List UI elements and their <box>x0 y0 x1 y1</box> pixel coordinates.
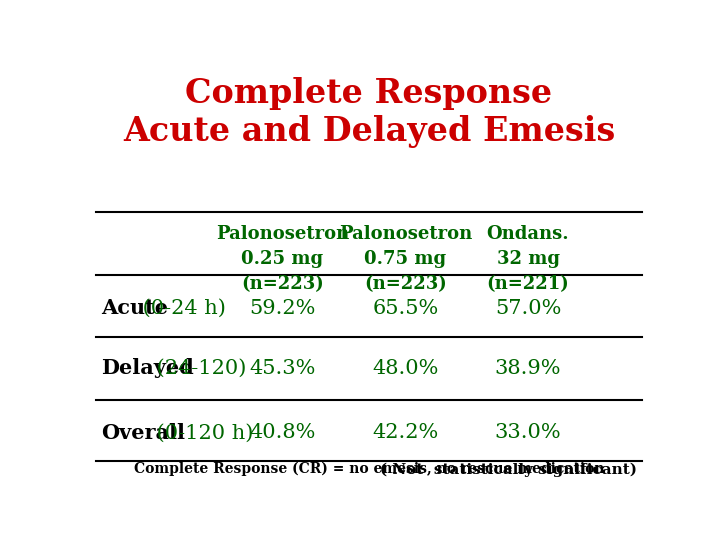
Text: Acute: Acute <box>101 298 168 318</box>
Text: 42.2%: 42.2% <box>372 423 438 442</box>
Text: Complete Response (CR) = no emesis, no rescue medication: Complete Response (CR) = no emesis, no r… <box>134 462 604 476</box>
Text: 59.2%: 59.2% <box>249 299 315 318</box>
Text: ( Not  statistically significant): ( Not statistically significant) <box>380 463 637 477</box>
Text: 45.3%: 45.3% <box>249 359 315 378</box>
Text: (24-120): (24-120) <box>150 359 246 378</box>
Text: 40.8%: 40.8% <box>249 423 315 442</box>
Text: 65.5%: 65.5% <box>372 299 438 318</box>
Text: Delayed: Delayed <box>101 359 194 379</box>
Text: Palonosetron
0.25 mg
(n=223): Palonosetron 0.25 mg (n=223) <box>216 225 349 293</box>
Text: 33.0%: 33.0% <box>495 423 562 442</box>
Text: Complete Response
Acute and Delayed Emesis: Complete Response Acute and Delayed Emes… <box>123 77 615 148</box>
Text: Ondans.
32 mg
(n=221): Ondans. 32 mg (n=221) <box>487 225 570 293</box>
Text: (0-24 h): (0-24 h) <box>136 299 226 318</box>
Text: (0-120 h): (0-120 h) <box>150 423 253 442</box>
Text: 48.0%: 48.0% <box>372 359 438 378</box>
Text: 38.9%: 38.9% <box>495 359 562 378</box>
Text: Palonosetron
0.75 mg
(n=223): Palonosetron 0.75 mg (n=223) <box>338 225 472 293</box>
Text: 57.0%: 57.0% <box>495 299 561 318</box>
Text: Overall: Overall <box>101 423 185 443</box>
